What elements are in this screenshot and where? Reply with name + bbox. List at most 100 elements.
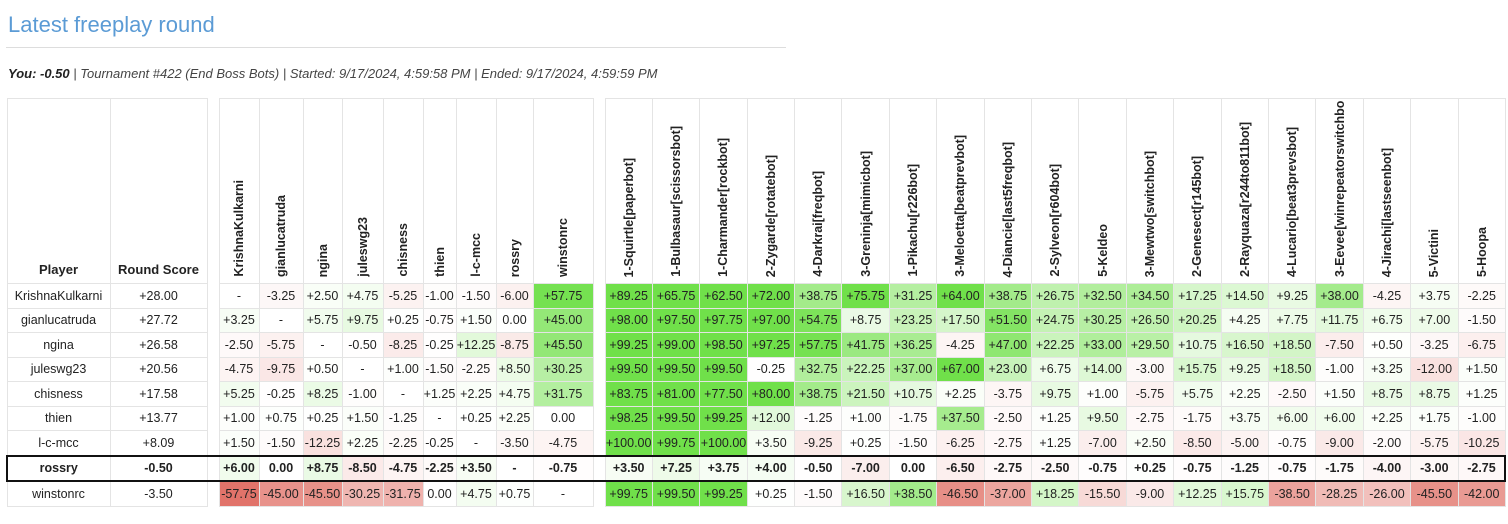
round-info: You: -0.50 | Tournament #422 (End Boss B… [8, 66, 1504, 81]
spacer [592, 381, 606, 406]
bot-matchup: -9.25 [794, 430, 843, 456]
bot-matchup: +9.25 [1267, 283, 1317, 309]
player-matchup: +57.75 [532, 283, 594, 309]
bot-matchup: +38.75 [983, 283, 1033, 309]
bot-matchup: +10.75 [1173, 332, 1222, 358]
bot-matchup: -9.00 [1315, 430, 1364, 456]
bot-column-header: 3-Meloetta[beatprevbot] [936, 98, 985, 284]
bot-matchup: +98.00 [604, 307, 653, 333]
bot-matchup: +7.75 [1267, 307, 1317, 333]
bot-matchup: -0.75 [1267, 430, 1317, 456]
bot-matchup: +54.75 [794, 307, 843, 333]
player-name: chisness [6, 381, 111, 407]
round-score: -3.50 [109, 480, 208, 507]
spacer [592, 332, 606, 357]
player-matchup: 0.00 [532, 405, 594, 431]
bot-matchup: +1.75 [1410, 405, 1459, 431]
bot-matchup: +3.50 [746, 430, 796, 456]
player-matchup: - [455, 430, 497, 456]
bot-matchup: +57.75 [794, 332, 843, 358]
bot-matchup: +9.25 [1220, 356, 1269, 382]
bot-matchup: +17.25 [1173, 283, 1222, 309]
bot-matchup: -0.75 [1173, 454, 1222, 482]
player-matchup: - [258, 307, 304, 333]
bot-matchup: +89.25 [604, 283, 653, 309]
bot-column-header: 3-Greninja[mimicbot] [841, 98, 890, 284]
bot-matchup: -2.75 [1125, 405, 1175, 431]
bot-column-header: 5-Keldeo [1078, 98, 1127, 284]
player-row: chisness +17.58 +5.25 -0.25 +8.25 -1.00- +1.25… [6, 381, 1506, 407]
player-name: thien [6, 405, 111, 431]
player-matchup: +0.75 [495, 480, 534, 507]
bot-matchup: -4.25 [936, 332, 985, 358]
bot-matchup: +77.50 [699, 381, 748, 407]
round-score: +26.58 [109, 332, 208, 358]
bot-column-header-label: 2-Zygarde[rotatebot] [763, 154, 778, 277]
player-matchup: +0.25 [382, 307, 424, 333]
player-matchup: -1.50 [422, 356, 457, 382]
bot-matchup: +2.50 [1125, 430, 1175, 456]
bot-matchup: +15.75 [1173, 356, 1222, 382]
bot-column-header: 4-Diancie[last5freqbot] [983, 98, 1033, 284]
bot-matchup: -0.50 [794, 454, 843, 482]
player-matchup: - [302, 332, 343, 358]
bot-matchup: +65.75 [651, 283, 701, 309]
bot-matchup: +1.25 [1031, 405, 1080, 431]
player-matchup: +0.75 [258, 405, 304, 431]
player-name: winstonrc [6, 480, 111, 507]
player-matchup: +1.00 [218, 405, 260, 431]
player-matchup: +0.25 [302, 405, 343, 431]
bot-matchup: +67.00 [936, 356, 985, 382]
player-matchup: +4.75 [341, 283, 384, 309]
bot-matchup: +1.50 [1315, 381, 1364, 407]
bot-matchup: -2.75 [1457, 454, 1507, 482]
player-matchup: +45.50 [532, 332, 594, 358]
bot-matchup: +9.50 [1078, 405, 1127, 431]
player-column-header-label: thien [432, 247, 447, 277]
bot-column-header-label: 1-Squirtle[paperbot] [621, 157, 636, 277]
player-matchup: -0.25 [422, 430, 457, 456]
player-matchup: +2.25 [455, 381, 497, 407]
player-matchup: +2.25 [495, 405, 534, 431]
bot-matchup: +8.75 [841, 307, 890, 333]
player-matchup: -1.50 [258, 430, 304, 456]
bot-matchup: +38.50 [888, 480, 938, 507]
bot-column-header-label: 2-Rayquaza[r244to811bot] [1237, 122, 1252, 277]
bot-matchup: +14.00 [1078, 356, 1127, 382]
player-matchup: - [422, 405, 457, 431]
bot-matchup: +14.50 [1220, 283, 1269, 309]
player-column-header-label: gianlucatruda [274, 195, 288, 277]
player-name: gianlucatruda [6, 307, 111, 333]
player-column-header: rossry [495, 98, 534, 284]
player-matchup: -2.25 [382, 430, 424, 456]
bot-matchup: +97.75 [699, 307, 748, 333]
player-matchup: 0.00 [495, 307, 534, 333]
bot-matchup: +72.00 [746, 283, 796, 309]
bot-matchup: +80.00 [746, 381, 796, 407]
bot-matchup: -10.25 [1457, 430, 1506, 456]
bot-matchup: +0.25 [1125, 454, 1175, 482]
bot-matchup: +83.75 [604, 381, 653, 407]
bot-matchup: -5.75 [1410, 430, 1459, 456]
bot-matchup: -1.00 [1457, 405, 1506, 431]
round-score: +13.77 [109, 405, 208, 431]
player-matchup: -0.25 [258, 381, 304, 407]
spacer [592, 98, 606, 284]
player-column-header: ngina [302, 98, 343, 284]
spacer [206, 454, 220, 482]
spacer [592, 454, 606, 482]
bot-column-header-label: 5-Keldeo [1095, 224, 1110, 277]
player-matchup: +8.75 [302, 454, 343, 482]
bot-matchup: +41.75 [841, 332, 890, 358]
player-matchup: -2.50 [218, 332, 260, 358]
player-matchup: +30.25 [532, 356, 594, 382]
bot-matchup: +17.50 [936, 307, 985, 333]
bot-column-header: 1-Pikachu[r226bot] [888, 98, 938, 284]
bot-matchup: +99.50 [604, 356, 653, 382]
bot-matchup: +3.75 [1410, 283, 1459, 309]
bot-column-header-label: 4-Lucario[beat3prevsbot] [1285, 126, 1300, 277]
bot-matchup: -6.25 [936, 430, 985, 456]
bot-matchup: +26.75 [1031, 283, 1080, 309]
bot-matchup: +5.75 [1173, 381, 1222, 407]
player-column-header: KrishnaKulkarni [218, 98, 260, 284]
